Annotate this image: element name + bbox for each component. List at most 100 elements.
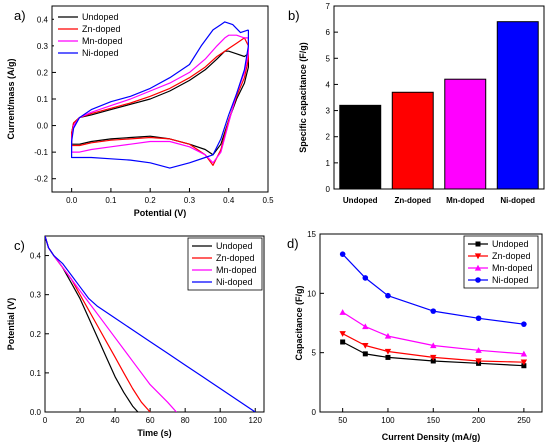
y-axis-label: Specific capacitance (F/g) xyxy=(298,42,308,153)
y-tick-label: 0.1 xyxy=(30,369,42,378)
data-point xyxy=(430,342,437,349)
series-line-undoped xyxy=(342,341,524,367)
legend-label: Mn-doped xyxy=(492,263,533,273)
plot-area xyxy=(45,236,256,412)
bar-undoped xyxy=(339,104,382,190)
series-line-ni-doped xyxy=(70,21,249,169)
y-tick-label: 10 xyxy=(307,289,316,298)
data-point xyxy=(521,363,527,369)
data-point xyxy=(339,251,346,257)
data-point xyxy=(339,309,346,315)
y-tick-label: -0.1 xyxy=(34,148,48,157)
data-point xyxy=(521,321,527,327)
y-tick-label: 0 xyxy=(326,185,331,194)
y-tick-label: 0.0 xyxy=(30,408,42,417)
legend-label: Ni-doped xyxy=(216,277,253,287)
x-tick-label: 150 xyxy=(427,416,441,425)
legend: Undoped Zn-doped Mn-doped Ni-doped xyxy=(187,237,263,291)
x-tick-label: 100 xyxy=(381,416,395,425)
legend-label: Mn-doped xyxy=(82,36,123,46)
data-point xyxy=(520,359,528,366)
data-point xyxy=(430,308,437,314)
legend-label: Zn-doped xyxy=(216,253,255,263)
series-line-undoped xyxy=(70,50,249,156)
data-point xyxy=(385,354,391,360)
data-point xyxy=(520,350,528,357)
legend-box xyxy=(187,237,263,291)
x-tick-label: 200 xyxy=(472,416,486,425)
y-axis-label: Potential (V) xyxy=(6,298,16,351)
y-tick-label: 0.0 xyxy=(37,122,49,131)
y-axis-label: Current/mass (A/g) xyxy=(6,58,16,139)
legend-label: Zn-doped xyxy=(492,251,531,261)
x-category-label: Ni-doped xyxy=(500,196,535,205)
x-tick-label: 0.3 xyxy=(184,196,196,205)
y-tick-label: 0.4 xyxy=(30,252,42,261)
y-tick-label: -0.2 xyxy=(34,175,48,184)
legend-label: Ni-doped xyxy=(492,275,529,285)
y-axis-label: Capacitance (F/g) xyxy=(294,285,304,360)
x-category-label: Mn-doped xyxy=(446,196,484,205)
data-point xyxy=(362,275,369,281)
bar-mn-doped xyxy=(444,78,487,190)
legend-box xyxy=(54,9,120,61)
series-line-mn-doped xyxy=(45,236,177,412)
x-axis-label: Potential (V) xyxy=(134,208,187,218)
panel-label: a) xyxy=(14,8,26,23)
data-point xyxy=(340,339,346,345)
data-point xyxy=(384,348,392,355)
x-tick-label: 0.2 xyxy=(145,196,157,205)
x-tick-label: 60 xyxy=(146,416,155,425)
y-tick-label: 0 xyxy=(312,408,317,417)
plot-frame xyxy=(333,5,545,190)
x-tick-label: 0.0 xyxy=(66,196,78,205)
legend: Undoped Zn-doped Mn-doped Ni-doped xyxy=(463,235,539,289)
x-tick-label: 120 xyxy=(249,416,263,425)
y-tick-label: 3 xyxy=(326,107,331,116)
panel-label: d) xyxy=(287,236,299,251)
plot-frame xyxy=(44,235,265,413)
legend-label: Zn-doped xyxy=(82,24,121,34)
data-point xyxy=(385,292,391,299)
y-tick-label: 0.1 xyxy=(37,95,49,104)
y-tick-label: 0.4 xyxy=(37,15,49,24)
x-axis-label: Current Density (mA/g) xyxy=(382,432,481,442)
legend-label: Mn-doped xyxy=(216,265,257,275)
data-point xyxy=(475,347,482,353)
chart-panel-b: b) 0 1 2 3 4 5 6 7 Specific capacitance (F/g) Undo… xyxy=(288,2,545,205)
x-tick-label: 100 xyxy=(214,416,228,425)
x-tick-label: 50 xyxy=(338,416,347,425)
x-axis-label: Time (s) xyxy=(137,428,171,438)
x-tick-label: 80 xyxy=(181,416,190,425)
plot-frame xyxy=(319,233,543,413)
y-tick-label: 1 xyxy=(326,159,331,168)
series-line-ni-doped xyxy=(342,253,524,325)
plot-area xyxy=(339,251,528,369)
y-tick-label: 6 xyxy=(326,28,331,37)
x-tick-label: 20 xyxy=(76,416,85,425)
panel-label: b) xyxy=(288,8,300,23)
x-category-label: Undoped xyxy=(343,196,378,205)
y-tick-label: 5 xyxy=(326,54,331,63)
y-tick-label: 2 xyxy=(326,133,331,142)
x-tick-label: 0 xyxy=(43,416,48,425)
y-tick-label: 0.3 xyxy=(37,42,49,51)
data-point xyxy=(430,358,436,364)
x-tick-label: 0.5 xyxy=(262,196,274,205)
y-tick-label: 15 xyxy=(307,230,316,239)
x-tick-label: 0.1 xyxy=(105,196,117,205)
plot-area xyxy=(70,21,249,169)
legend-marker xyxy=(474,264,482,271)
legend: Undoped Zn-doped Mn-doped Ni-doped xyxy=(54,9,123,61)
series-line-mn-doped xyxy=(342,311,524,355)
x-category-label: Zn-doped xyxy=(395,196,432,205)
chart-panel-d: d) 0 5 10 15 Capacitance (F/g) 50 100 150 200 250 C… xyxy=(287,230,543,442)
data-point xyxy=(384,332,392,339)
x-tick-label: 0.4 xyxy=(223,196,235,205)
bar-zn-doped xyxy=(391,91,434,190)
legend-label: Undoped xyxy=(216,241,253,251)
legend-marker xyxy=(475,277,481,283)
data-point xyxy=(362,323,369,330)
y-tick-label: 5 xyxy=(312,349,317,358)
panel-label: c) xyxy=(14,238,25,253)
